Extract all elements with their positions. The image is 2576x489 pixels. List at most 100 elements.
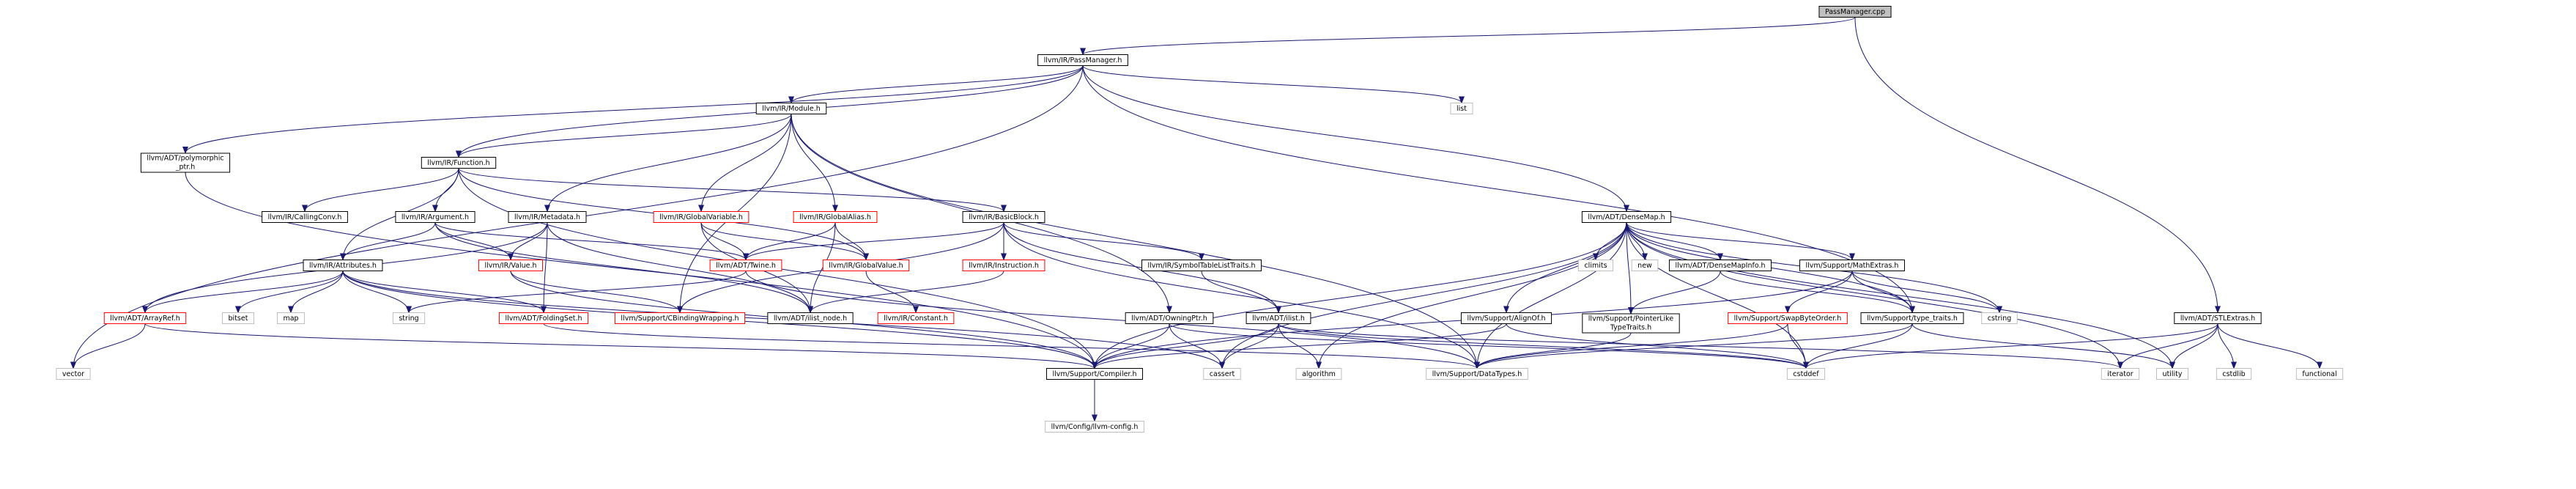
node-callingconv-h[interactable]: llvm/IR/CallingConv.h (262, 211, 348, 223)
node-compiler-h[interactable]: llvm/Support/Compiler.h (1045, 368, 1144, 380)
edge-globalvalue-h-to-constant-h (865, 271, 919, 314)
node-string[interactable]: string (392, 312, 426, 324)
node-label: cstddef (1793, 370, 1819, 378)
node-arrayref-h[interactable]: llvm/ADT/ArrayRef.h (103, 312, 187, 324)
edge-arrayref-h-to-vector (70, 323, 146, 369)
node-instruction-h[interactable]: llvm/IR/Instruction.h (962, 260, 1045, 271)
node-passmanager-h[interactable]: llvm/IR/PassManager.h (1037, 54, 1128, 66)
node-cassert[interactable]: cassert (1203, 368, 1241, 380)
node-module-h[interactable]: llvm/IR/Module.h (755, 103, 827, 114)
edge (432, 168, 459, 213)
node-label: utility (2162, 370, 2182, 378)
node-attributes-h[interactable]: llvm/IR/Attributes.h (303, 260, 383, 271)
node-list[interactable]: list (1450, 103, 1473, 114)
edge-stlextras-h-to-cstddef (1803, 323, 2218, 369)
node-llvm-config-h[interactable]: llvm/Config/llvm-config.h (1045, 421, 1144, 433)
node-alignof-h[interactable]: llvm/Support/AlignOf.h (1460, 312, 1552, 324)
node-stlextras-h[interactable]: llvm/ADT/STLExtras.h (2174, 312, 2262, 324)
edge (1219, 323, 1279, 369)
node-box (140, 152, 231, 173)
node-symboltablelisttraits-h[interactable]: llvm/IR/SymbolTableListTraits.h (1141, 260, 1262, 271)
node-function-h[interactable]: llvm/IR/Function.h (421, 157, 497, 169)
node-densemap-h[interactable]: llvm/ADT/DenseMap.h (1581, 211, 1672, 223)
node-globalalias-h[interactable]: llvm/IR/GlobalAlias.h (793, 211, 878, 223)
node-swapbyteorder-h[interactable]: llvm/Support/SwapByteOrder.h (1728, 312, 1848, 324)
node-box (709, 260, 782, 271)
edge-function-h-to-basicblock-h (458, 168, 1007, 213)
node-box (755, 103, 827, 114)
node-twine-h[interactable]: llvm/ADT/Twine.h (709, 260, 782, 271)
node-utility[interactable]: utility (2155, 368, 2189, 380)
node-ilist-node-h[interactable]: llvm/ADT/ilist_node.h (767, 312, 854, 324)
edge-basicblock-h-to-symboltablelisttraits-h (1003, 222, 1204, 261)
node-cstring[interactable]: cstring (1981, 312, 2018, 324)
edge (1503, 222, 1627, 314)
edge (743, 222, 1004, 261)
node-argument-h[interactable]: llvm/IR/Argument.h (395, 211, 475, 223)
node-box (303, 260, 383, 271)
node-densemapinfo-h[interactable]: llvm/ADT/DenseMapInfo.h (1668, 260, 1772, 271)
edge (1169, 323, 1809, 369)
node-datatypes-h[interactable]: llvm/Support/DataTypes.h (1426, 368, 1528, 380)
node-ilist-h[interactable]: llvm/ADT/ilist.h (1246, 312, 1311, 324)
edge-pointerliketypetraits-h-to-datatypes-h (1474, 332, 1632, 369)
node-box (2174, 312, 2262, 324)
edge (1785, 271, 1853, 314)
node-box (1581, 211, 1672, 223)
edge (1787, 323, 1809, 369)
edge-densemapinfo-h-to-type-traits-h (1720, 271, 1915, 314)
node-box (1203, 368, 1241, 380)
edge-argument-h-to-attributes-h (340, 222, 436, 261)
node-iterator[interactable]: iterator (2101, 368, 2140, 380)
edge (1316, 222, 1627, 369)
node-mathextras-h[interactable]: llvm/Support/MathExtras.h (1799, 260, 1905, 271)
node-bitset[interactable]: bitset (222, 312, 254, 324)
node-vector[interactable]: vector (56, 368, 91, 380)
edge-function-h-to-argument-h (432, 168, 459, 213)
edge-attributes-h-to-arrayref-h (142, 271, 344, 314)
node-cbindingwrapping-h[interactable]: llvm/Support/CBindingWrapping.h (614, 312, 746, 324)
node-owningptr-h[interactable]: llvm/ADT/OwningPtr.h (1125, 312, 1214, 324)
edge (541, 222, 548, 314)
node-cstdlib[interactable]: cstdlib (2216, 368, 2252, 380)
node-passmanager-cpp[interactable]: PassManager.cpp (1818, 6, 1892, 18)
node-metadata-h[interactable]: llvm/IR/Metadata.h (508, 211, 587, 223)
edge (1626, 222, 1723, 261)
node-globalvariable-h[interactable]: llvm/IR/GlobalVariable.h (653, 211, 750, 223)
node-new[interactable]: new (1631, 260, 1659, 271)
node-label: llvm/ADT/ArrayRef.h (110, 315, 179, 323)
edge (1626, 222, 2123, 369)
node-functional[interactable]: functional (2295, 368, 2344, 380)
node-label: llvm/Support/DataTypes.h (1432, 370, 1522, 378)
edge (1626, 222, 2175, 369)
node-type-traits-h[interactable]: llvm/Support/type_traits.h (1860, 312, 1964, 324)
edge (543, 323, 1480, 369)
edge-densemap-h-to-cassert (1219, 222, 1627, 369)
node-constant-h[interactable]: llvm/IR/Constant.h (877, 312, 955, 324)
edge-function-h-to-callingconv-h (302, 168, 459, 213)
node-globalvalue-h[interactable]: llvm/IR/GlobalValue.h (822, 260, 910, 271)
node-cstddef[interactable]: cstddef (1786, 368, 1826, 380)
node-value-h[interactable]: llvm/IR/Value.h (478, 260, 544, 271)
node-box (508, 211, 587, 223)
node-label: llvm/IR/Function.h (427, 159, 489, 167)
edge (1593, 222, 1627, 261)
edge-mathextras-h-to-type-traits-h (1851, 271, 1915, 314)
node-box (478, 260, 544, 271)
edge (547, 222, 813, 314)
edge-attributes-h-to-map (288, 271, 344, 314)
node-polymorphic-ptr[interactable]: llvm/ADT/polymorphic_ptr.h (140, 152, 231, 173)
edge-basicblock-h-to-ilist-h (1003, 222, 1281, 314)
node-algorithm[interactable]: algorithm (1295, 368, 1342, 380)
edge (865, 271, 919, 314)
node-label: llvm/IR/BasicBlock.h (969, 213, 1039, 221)
node-basicblock-h[interactable]: llvm/IR/BasicBlock.h (962, 211, 1045, 223)
edge (834, 222, 869, 261)
edge (1003, 222, 1204, 261)
node-map[interactable]: map (276, 312, 306, 324)
edge-mathextras-h-to-cstring (1851, 271, 2002, 314)
edge (342, 271, 547, 314)
node-foldingset-h[interactable]: llvm/ADT/FoldingSet.h (498, 312, 589, 324)
node-climits[interactable]: climits (1577, 260, 1614, 271)
